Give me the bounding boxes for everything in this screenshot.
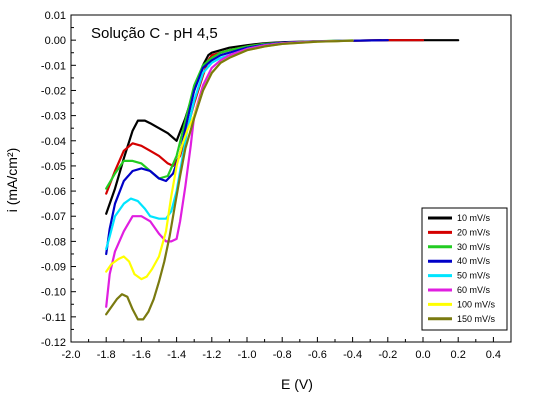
ticks-layer: -2.0 -1.8 -1.6 -1.4 -1.2 -1.0 -0.8 -0.6 -0.4 -0.2… (41, 10, 501, 361)
x-tick-label: 0.0 (415, 349, 430, 361)
legend-label: 10 mV/s (457, 213, 491, 223)
y-tick-label: -0.03 (41, 111, 66, 123)
series-layer (105, 39, 460, 321)
y-tick-label: -0.10 (41, 287, 66, 299)
x-tick-label: -0.6 (308, 349, 327, 361)
legend-label: 20 mV/s (457, 227, 491, 237)
x-axis-title: E (V) (281, 376, 313, 392)
legend-label: 150 mV/s (457, 314, 496, 324)
y-tick-label: -0.01 (41, 60, 66, 72)
series-line-8 (105, 39, 354, 321)
x-tick-label: -0.8 (273, 349, 292, 361)
y-tick-label: 0.01 (45, 10, 66, 22)
y-tick-label: -0.12 (41, 337, 66, 349)
chart-annotation: Solução C - pH 4,5 (91, 25, 218, 42)
x-tick-label: -1.4 (167, 349, 186, 361)
y-tick-label: -0.07 (41, 211, 66, 223)
y-tick-label: 0.00 (45, 35, 66, 47)
x-tick-label: -1.6 (132, 349, 151, 361)
x-tick-label: -1.8 (97, 349, 116, 361)
y-tick-label: -0.05 (41, 161, 66, 173)
y-tick-label: -0.04 (41, 136, 66, 148)
x-tick-label: 0.4 (486, 349, 501, 361)
legend-label: 40 mV/s (457, 256, 491, 266)
y-axis-title: i (mA/cm²) (4, 148, 20, 213)
legend: 10 mV/s 20 mV/s 30 mV/s 40 mV/s 50 mV/s 60 mV… (421, 207, 508, 331)
y-tick-label: -0.06 (41, 186, 66, 198)
legend-label: 30 mV/s (457, 242, 491, 252)
legend-label: 50 mV/s (457, 271, 491, 281)
x-tick-label: 0.2 (451, 349, 466, 361)
y-tick-label: -0.09 (41, 262, 66, 274)
x-tick-label: -1.2 (202, 349, 221, 361)
legend-label: 100 mV/s (457, 299, 496, 309)
x-tick-label: -2.0 (62, 349, 81, 361)
y-tick-label: -0.11 (42, 312, 66, 324)
legend-box (421, 207, 508, 331)
y-tick-label: -0.02 (41, 85, 66, 97)
x-tick-label: -0.4 (343, 349, 362, 361)
legend-items: 10 mV/s 20 mV/s 30 mV/s 40 mV/s 50 mV/s 60 mV… (428, 213, 496, 324)
x-tick-label: -0.2 (378, 349, 397, 361)
legend-label: 60 mV/s (457, 285, 491, 295)
x-tick-label: -1.0 (238, 349, 257, 361)
series-line-6 (105, 39, 354, 308)
y-tick-label: -0.08 (41, 236, 66, 248)
